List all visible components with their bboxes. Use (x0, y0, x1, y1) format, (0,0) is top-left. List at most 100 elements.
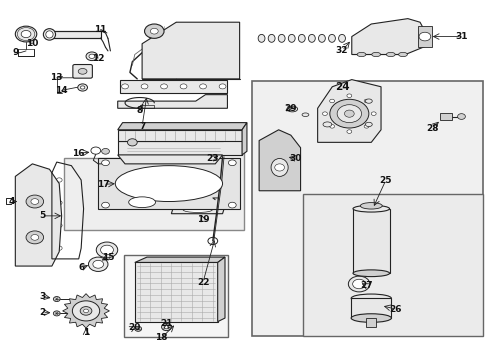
Polygon shape (120, 80, 227, 93)
Ellipse shape (288, 35, 295, 42)
Ellipse shape (46, 31, 53, 38)
Circle shape (56, 223, 62, 228)
Circle shape (228, 160, 236, 166)
Circle shape (346, 94, 351, 98)
Text: 3: 3 (39, 292, 45, 301)
Ellipse shape (267, 35, 274, 42)
Circle shape (31, 199, 39, 204)
Circle shape (329, 99, 334, 103)
Circle shape (102, 160, 109, 166)
Ellipse shape (270, 158, 287, 176)
Ellipse shape (360, 203, 382, 209)
Text: 29: 29 (284, 104, 297, 113)
Polygon shape (118, 130, 242, 140)
Ellipse shape (352, 270, 389, 276)
Circle shape (418, 32, 430, 41)
Text: 27: 27 (359, 281, 372, 290)
Ellipse shape (350, 294, 390, 303)
Text: 20: 20 (128, 323, 141, 332)
Ellipse shape (278, 35, 285, 42)
Circle shape (144, 24, 163, 39)
Text: 22: 22 (196, 278, 209, 287)
Circle shape (322, 112, 327, 116)
Circle shape (210, 196, 217, 201)
Polygon shape (135, 257, 224, 262)
Circle shape (127, 139, 137, 146)
Text: 15: 15 (102, 253, 114, 262)
Ellipse shape (286, 106, 297, 112)
Text: 4: 4 (8, 197, 15, 206)
Text: 31: 31 (454, 32, 467, 41)
Text: 12: 12 (92, 54, 104, 63)
Text: 24: 24 (334, 82, 348, 92)
Ellipse shape (308, 35, 315, 42)
Ellipse shape (318, 35, 325, 42)
Text: 21: 21 (160, 319, 172, 328)
Circle shape (31, 234, 39, 240)
FancyBboxPatch shape (73, 64, 92, 78)
Circle shape (457, 114, 465, 120)
Ellipse shape (352, 205, 389, 212)
Text: 17: 17 (97, 180, 109, 189)
Circle shape (53, 297, 60, 302)
Text: 23: 23 (206, 154, 219, 163)
Bar (123, 255, 228, 337)
Ellipse shape (258, 35, 264, 42)
Circle shape (364, 125, 368, 128)
Circle shape (88, 257, 108, 271)
Text: 13: 13 (50, 73, 63, 82)
Ellipse shape (78, 68, 87, 74)
Text: 8: 8 (136, 105, 142, 114)
Ellipse shape (365, 122, 371, 127)
Circle shape (161, 323, 171, 330)
Circle shape (93, 260, 103, 268)
Polygon shape (62, 294, 109, 328)
Circle shape (370, 112, 375, 116)
Circle shape (160, 84, 167, 89)
Polygon shape (142, 22, 239, 79)
Circle shape (344, 110, 353, 117)
Text: 9: 9 (12, 48, 19, 57)
Circle shape (53, 311, 60, 316)
Ellipse shape (43, 29, 56, 40)
Circle shape (274, 164, 284, 171)
Circle shape (135, 326, 142, 331)
Polygon shape (259, 130, 300, 191)
Circle shape (329, 125, 334, 128)
Ellipse shape (350, 314, 390, 322)
Circle shape (26, 195, 43, 208)
Circle shape (96, 242, 118, 258)
Circle shape (122, 84, 128, 89)
Polygon shape (118, 134, 242, 155)
Text: 25: 25 (379, 176, 391, 185)
Circle shape (83, 309, 88, 313)
Circle shape (141, 84, 148, 89)
Circle shape (336, 105, 361, 123)
Circle shape (80, 86, 84, 89)
Circle shape (150, 28, 158, 34)
Circle shape (72, 301, 100, 321)
Text: 30: 30 (289, 154, 301, 163)
Circle shape (207, 237, 217, 244)
Polygon shape (217, 257, 224, 321)
Ellipse shape (323, 122, 331, 127)
Circle shape (199, 84, 206, 89)
Circle shape (91, 147, 101, 154)
Circle shape (21, 31, 31, 38)
Polygon shape (118, 95, 227, 108)
Bar (439, 113, 451, 120)
Circle shape (56, 246, 62, 250)
Bar (366, 318, 375, 327)
Circle shape (102, 148, 109, 154)
Text: 5: 5 (39, 211, 45, 220)
Polygon shape (15, 164, 61, 266)
Circle shape (56, 201, 62, 205)
Ellipse shape (183, 207, 212, 212)
Ellipse shape (302, 113, 308, 117)
Circle shape (89, 54, 95, 58)
Ellipse shape (128, 197, 155, 208)
Text: 14: 14 (55, 86, 68, 95)
Polygon shape (98, 158, 239, 209)
Ellipse shape (328, 35, 335, 42)
Ellipse shape (289, 108, 295, 110)
